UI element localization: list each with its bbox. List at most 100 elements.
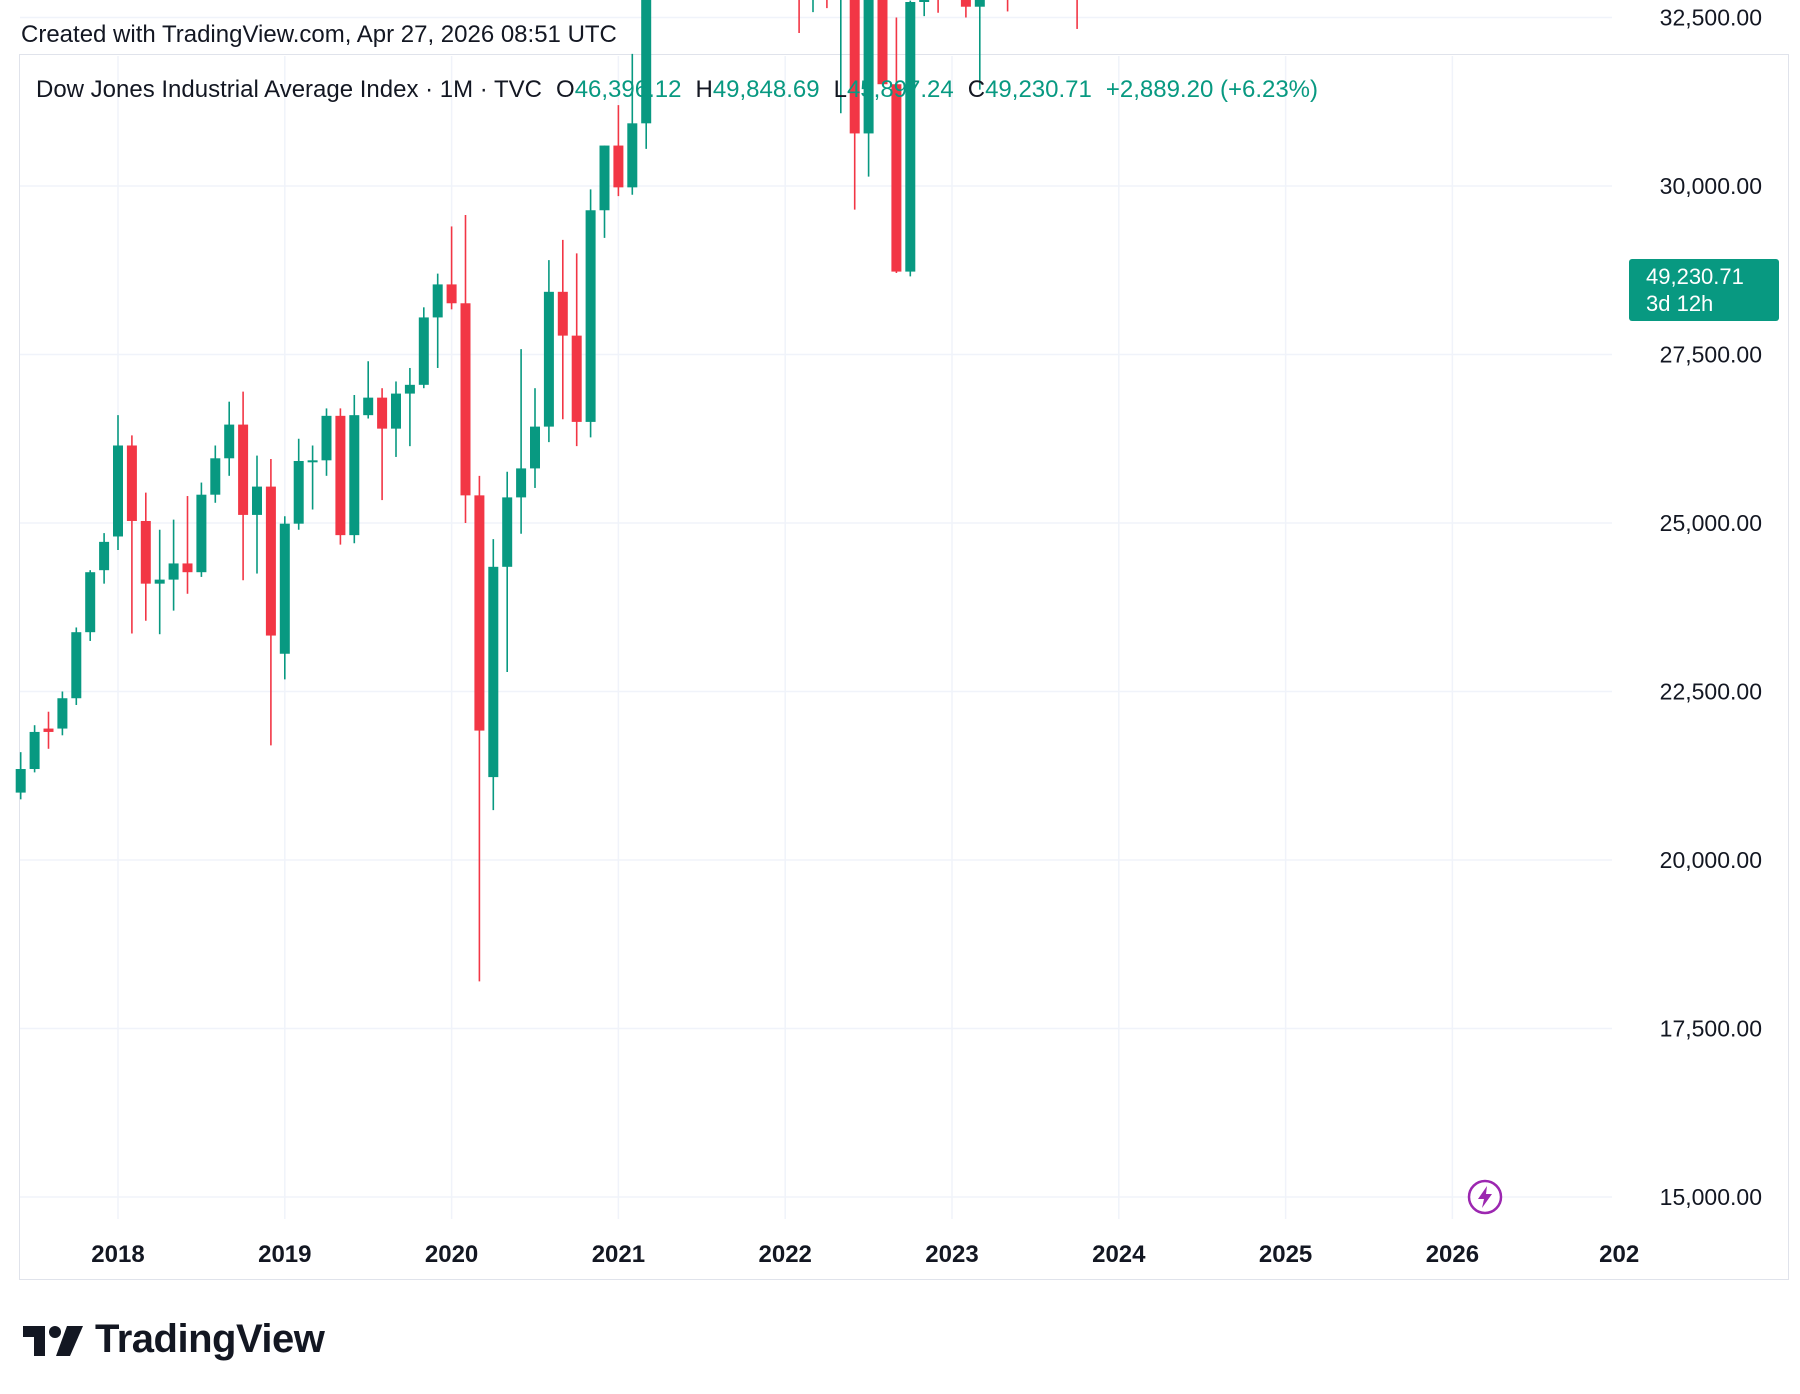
candle-body — [460, 303, 471, 496]
price-tick-label: 20,000.00 — [1660, 847, 1762, 873]
candle-up — [905, 0, 916, 277]
candle-down — [798, 0, 800, 34]
current-price-value: 49,230.71 — [1646, 264, 1744, 289]
candle-body — [154, 579, 165, 584]
candle-body — [960, 0, 971, 7]
candle-up — [599, 145, 610, 238]
candle-body — [210, 458, 221, 495]
candle-body — [571, 335, 582, 422]
candle-body — [252, 486, 262, 515]
candle-down — [937, 0, 939, 13]
close-label: C — [967, 76, 986, 103]
candle-down — [474, 475, 485, 982]
price-tick-label: 17,500.00 — [1660, 1016, 1762, 1042]
price-tick-label: 15,000.00 — [1660, 1184, 1762, 1210]
high-value: 49,848.69 — [712, 76, 820, 103]
candle-body — [418, 317, 429, 385]
candle-down — [891, 17, 902, 273]
candle-body — [557, 291, 568, 336]
candle-up — [71, 627, 82, 705]
candle-up — [502, 471, 513, 672]
candle-body — [196, 494, 207, 573]
year-tick-label: 2021 — [592, 1241, 645, 1268]
candle-body — [613, 145, 624, 188]
price-tick-label: 22,500.00 — [1660, 679, 1762, 705]
candle-body — [891, 84, 902, 272]
candle-up — [391, 381, 401, 457]
candle-down — [182, 496, 193, 594]
change-value: +2,889.20 (+6.23%) — [1105, 76, 1319, 103]
candle-down — [960, 0, 971, 18]
candle-body — [377, 397, 388, 429]
candle-up — [585, 189, 596, 438]
candle-up — [210, 445, 221, 503]
candle-body — [99, 541, 110, 571]
candle-up — [812, 0, 814, 13]
candle-body — [335, 415, 346, 536]
candle-body — [57, 698, 68, 729]
candle-body — [349, 415, 360, 536]
price-tick-label: 27,500.00 — [1660, 342, 1762, 368]
candle-up — [252, 455, 262, 574]
candle-up — [404, 367, 415, 447]
chart-frame — [19, 54, 1789, 1280]
candle-body — [85, 572, 96, 633]
year-tick-label: 2019 — [258, 1241, 311, 1268]
candle-up — [349, 394, 360, 544]
candle-up — [418, 307, 429, 389]
candle-up — [113, 415, 123, 550]
tradingview-logo[interactable]: TradingView — [23, 1317, 325, 1362]
candle-body — [15, 769, 26, 793]
candle-body — [488, 566, 499, 778]
candle-up — [627, 53, 638, 195]
candle-down — [557, 239, 568, 420]
candle-body — [585, 210, 596, 422]
open-label: O — [556, 76, 575, 103]
candle-down — [571, 253, 582, 447]
candle-up — [488, 539, 499, 811]
bar-countdown: 3d 12h — [1646, 291, 1714, 316]
candle-up — [516, 349, 527, 534]
tradingview-logo-icon — [23, 1325, 83, 1356]
candle-body — [446, 284, 457, 304]
candle-up — [919, 0, 930, 17]
candle-body — [502, 497, 513, 567]
candle-body — [919, 0, 930, 2]
candle-up — [85, 570, 96, 641]
candle-up — [543, 260, 554, 443]
lightning-icon[interactable] — [1467, 1179, 1503, 1215]
high-label: H — [695, 76, 713, 103]
candle-body — [974, 0, 985, 7]
candle-up — [154, 529, 165, 635]
price-axis: 15,000.00 17,500.00 20,000.00 22,500.00 25,0… — [1660, 5, 1762, 1211]
year-tick-label: 2024 — [1092, 1241, 1146, 1268]
candle-body — [905, 1, 916, 272]
candle-down — [613, 105, 624, 197]
candle-up — [57, 691, 68, 736]
candle-body — [641, 0, 652, 124]
symbol-legend[interactable]: Dow Jones Industrial Average Index · 1M … — [36, 76, 1318, 104]
candle-up — [432, 273, 443, 368]
time-axis: 2018 2019 2020 2021 2022 2023 2024 2025 2026 202 — [91, 1241, 1639, 1268]
close-value: 49,230.71 — [985, 76, 1092, 103]
candle-body — [863, 0, 874, 134]
candle-body — [543, 291, 554, 427]
candle-body — [516, 468, 527, 498]
candle-down — [446, 226, 457, 310]
candle-body — [71, 632, 82, 699]
year-tick-label: 2025 — [1259, 1241, 1312, 1268]
candle-down — [1076, 0, 1078, 29]
candle-up — [530, 388, 540, 488]
candle-body — [43, 728, 54, 732]
candle-body — [224, 424, 235, 459]
candle-body — [293, 460, 304, 524]
candle-down — [140, 492, 151, 621]
candle-body — [530, 426, 540, 469]
year-tick-label: 2020 — [425, 1241, 478, 1268]
candle-up — [224, 401, 235, 476]
candle-down — [849, 0, 860, 210]
candle-body — [363, 397, 374, 416]
open-value: 46,396.12 — [574, 76, 682, 103]
candle-body — [599, 145, 610, 211]
